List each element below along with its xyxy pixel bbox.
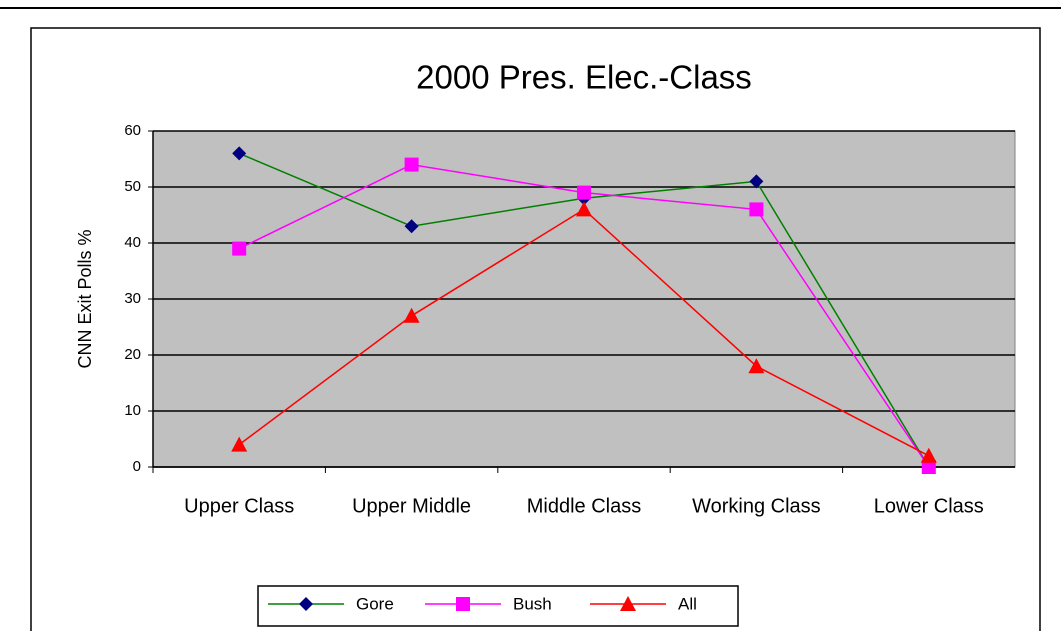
marker (920, 447, 937, 463)
marker (577, 185, 591, 200)
x-tick-label: Working Class (692, 495, 821, 517)
marker (231, 436, 248, 452)
marker (232, 146, 247, 161)
marker (921, 460, 936, 474)
marker (748, 358, 765, 374)
marker (299, 597, 313, 611)
x-tick-label: Lower Class (874, 495, 984, 517)
x-tick-label: Middle Class (527, 495, 641, 517)
legend-box (257, 585, 739, 627)
chart-title: 2000 Pres. Elec.-Class (416, 59, 752, 96)
chart-frame (30, 27, 1041, 631)
legend: Gore Bush All (257, 585, 739, 627)
marker (749, 202, 764, 217)
marker (456, 597, 470, 611)
y-tick-label: 10 (124, 402, 141, 419)
y-tick-label: 40 (124, 234, 141, 251)
x-tick-label: Upper Class (184, 495, 294, 517)
y-tick-label: 20 (124, 346, 141, 363)
marker (403, 307, 420, 323)
x-tick-label: Upper Middle (352, 495, 471, 517)
marker (620, 596, 636, 611)
legend-label: Gore (356, 594, 394, 613)
y-tick-label: 30 (124, 290, 141, 307)
legend-label: All (678, 594, 697, 613)
marker (576, 201, 592, 217)
marker (404, 219, 419, 234)
legend-label: Bush (513, 594, 552, 613)
marker (404, 157, 419, 172)
y-tick-label: 0 (133, 458, 141, 475)
y-tick-label: 60 (124, 122, 141, 139)
marker (232, 241, 247, 256)
marker (749, 174, 764, 189)
y-tick-label: 50 (124, 178, 141, 195)
y-axis-label: CNN Exit Polls % (75, 229, 95, 368)
